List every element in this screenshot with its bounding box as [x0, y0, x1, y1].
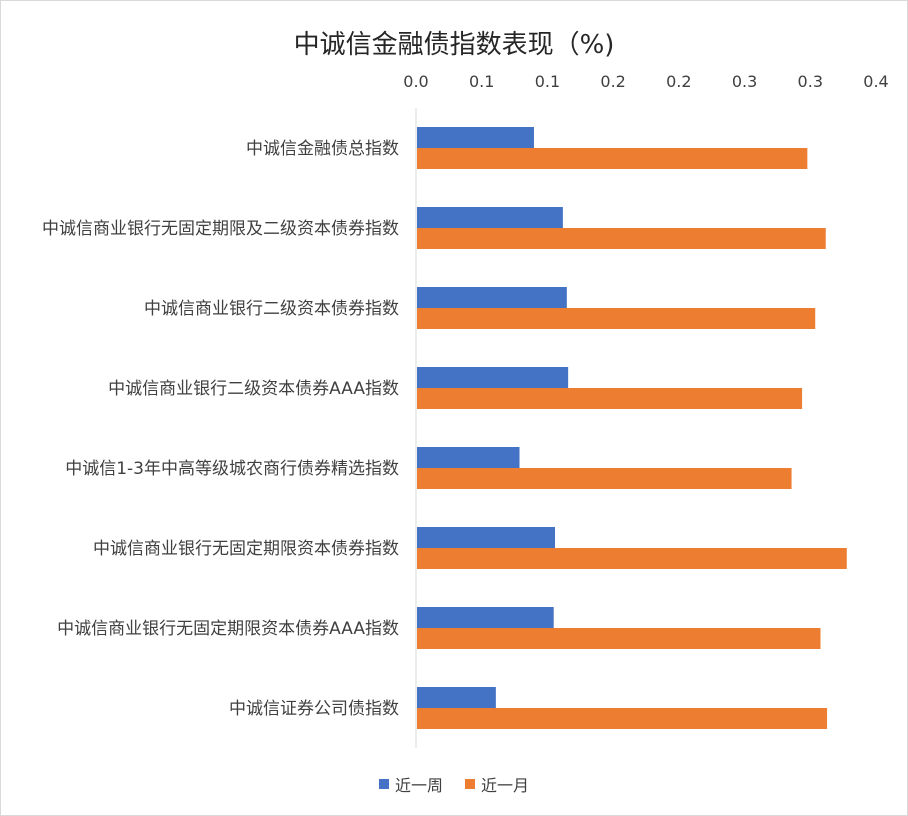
category-label: 中诚信商业银行无固定期限资本债券指数: [93, 539, 399, 559]
bar-week: [417, 127, 534, 148]
bar-week: [417, 527, 555, 548]
legend-item-month: 近一月: [465, 772, 529, 796]
category-label: 中诚信商业银行二级资本债券AAA指数: [108, 379, 399, 399]
x-tick-label: 0.1: [469, 72, 494, 91]
category-label: 中诚信证券公司债指数: [229, 699, 399, 719]
x-tick-label: 0.0: [403, 72, 428, 91]
x-tick-label: 0.3: [798, 72, 823, 91]
bar-week: [417, 447, 520, 468]
category-label: 中诚信商业银行无固定期限及二级资本债券指数: [42, 219, 399, 239]
legend-label-month: 近一月: [481, 776, 530, 795]
bar-month: [417, 628, 821, 649]
bar-week: [417, 607, 554, 628]
bar-month: [417, 708, 828, 729]
bar-month: [417, 148, 808, 169]
bar-month: [417, 228, 826, 249]
bar-week: [417, 367, 569, 388]
category-label: 中诚信商业银行无固定期限资本债券AAA指数: [57, 619, 399, 639]
bar-month: [417, 468, 792, 489]
bar-month: [417, 388, 803, 409]
bar-month: [417, 548, 847, 569]
chart-title: 中诚信金融债指数表现（%): [293, 30, 615, 60]
bar-week: [417, 287, 567, 308]
bar-month: [417, 308, 816, 329]
category-label: 中诚信金融债总指数: [246, 139, 399, 159]
x-tick-label: 0.1: [535, 72, 560, 91]
category-label: 中诚信商业银行二级资本债券指数: [144, 299, 399, 319]
legend-label-week: 近一周: [394, 776, 443, 795]
legend: 近一周 近一月: [0, 772, 908, 796]
legend-swatch-month: [465, 779, 475, 789]
bar-week: [417, 687, 496, 708]
x-tick-label: 0.4: [863, 72, 888, 91]
x-tick-label: 0.2: [600, 72, 625, 91]
category-label: 中诚信1-3年中高等级城农商行债券精选指数: [65, 459, 399, 479]
x-tick-label: 0.3: [732, 72, 757, 91]
legend-swatch-week: [378, 779, 389, 789]
legend-item-week: 近一周: [378, 772, 443, 796]
bar-week: [417, 207, 563, 228]
x-tick-label: 0.2: [666, 72, 691, 91]
